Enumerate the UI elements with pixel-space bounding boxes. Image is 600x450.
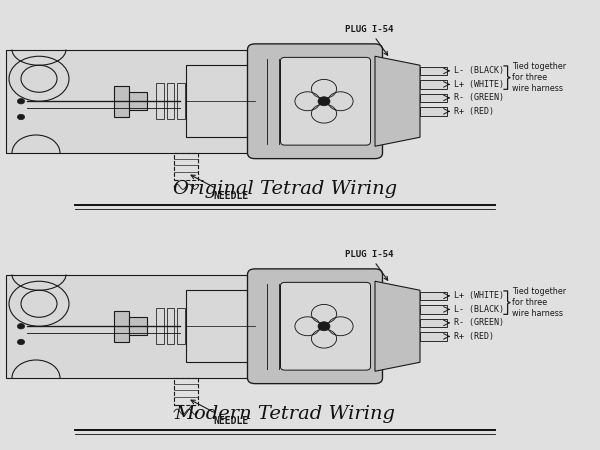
Text: PLUG I-54: PLUG I-54 — [345, 250, 394, 280]
Polygon shape — [186, 290, 255, 362]
Polygon shape — [114, 86, 129, 117]
Circle shape — [17, 339, 25, 345]
Polygon shape — [177, 83, 185, 119]
Polygon shape — [6, 274, 255, 378]
Polygon shape — [6, 50, 255, 153]
FancyBboxPatch shape — [248, 269, 383, 383]
Polygon shape — [186, 65, 255, 137]
Text: R- (GREEN): R- (GREEN) — [455, 94, 505, 103]
Circle shape — [318, 97, 330, 106]
Polygon shape — [420, 319, 447, 327]
Polygon shape — [420, 107, 447, 116]
Polygon shape — [129, 317, 147, 335]
Text: NEEDLE: NEEDLE — [191, 400, 248, 426]
Polygon shape — [129, 92, 147, 110]
FancyBboxPatch shape — [281, 57, 371, 145]
Polygon shape — [420, 305, 447, 314]
Text: Modern Tetrad Wiring: Modern Tetrad Wiring — [175, 405, 395, 423]
Polygon shape — [156, 308, 163, 344]
FancyBboxPatch shape — [281, 283, 371, 370]
Circle shape — [318, 322, 330, 331]
Polygon shape — [420, 80, 447, 89]
Polygon shape — [167, 83, 174, 119]
Polygon shape — [375, 281, 420, 371]
FancyBboxPatch shape — [248, 44, 383, 159]
Polygon shape — [177, 308, 185, 344]
Text: R+ (RED): R+ (RED) — [455, 332, 494, 341]
Circle shape — [17, 114, 25, 120]
Polygon shape — [167, 308, 174, 344]
Polygon shape — [114, 310, 129, 342]
Text: Tied together
for three
wire harness: Tied together for three wire harness — [512, 62, 566, 93]
Polygon shape — [375, 56, 420, 146]
Circle shape — [17, 99, 25, 104]
Text: Tied together
for three
wire harness: Tied together for three wire harness — [512, 287, 566, 318]
Text: L+ (WHITE): L+ (WHITE) — [455, 80, 505, 89]
Circle shape — [17, 324, 25, 329]
Polygon shape — [420, 292, 447, 300]
Text: R- (GREEN): R- (GREEN) — [455, 319, 505, 328]
Polygon shape — [420, 94, 447, 102]
Text: PLUG I-54: PLUG I-54 — [345, 25, 394, 55]
Text: R+ (RED): R+ (RED) — [455, 107, 494, 116]
Polygon shape — [156, 83, 163, 119]
Polygon shape — [420, 67, 447, 75]
Polygon shape — [420, 332, 447, 341]
Text: L- (BLACK): L- (BLACK) — [455, 305, 505, 314]
Text: NEEDLE: NEEDLE — [191, 175, 248, 201]
Text: L- (BLACK): L- (BLACK) — [455, 66, 505, 75]
Text: L+ (WHITE): L+ (WHITE) — [455, 292, 505, 301]
Text: Original Tetrad Wiring: Original Tetrad Wiring — [173, 180, 397, 198]
